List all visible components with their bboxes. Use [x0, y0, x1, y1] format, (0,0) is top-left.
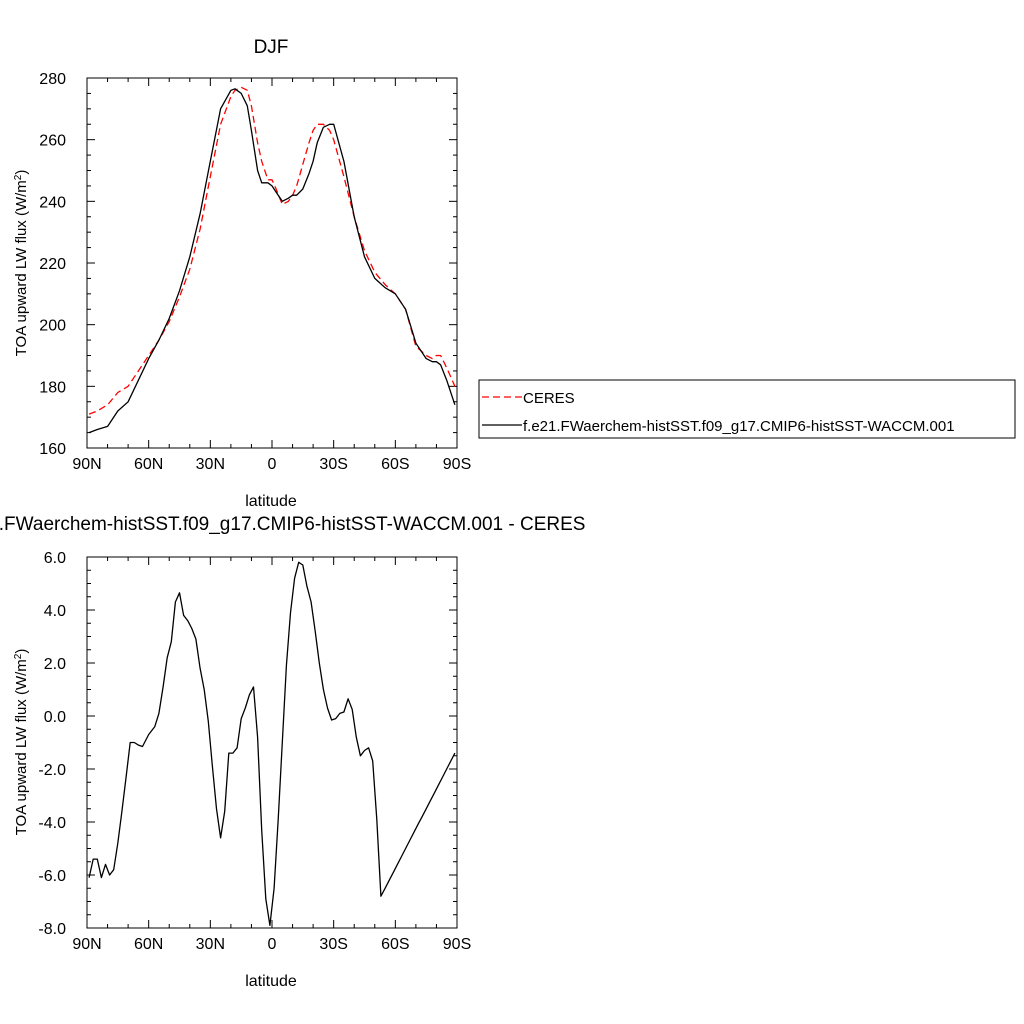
top-x-tick-label: 30N: [196, 456, 225, 473]
bottom-series-line-0: [88, 561, 456, 927]
top-series-layer: [88, 86, 456, 434]
bottom-y-tick-label: 0.0: [44, 709, 66, 726]
bottom-plot-frame: [86, 556, 458, 929]
bottom-axis-ticks: 90N 60N 30N 0 30S 60S 90S -8.0 -6.0 -4.0 -2.0 0.0 2.…: [38, 550, 471, 953]
bottom-y-tick-label: -4.0: [38, 815, 66, 832]
top-x-tick-label: 90N: [72, 456, 101, 473]
bottom-x-tick-label: 90N: [72, 936, 101, 953]
bottom-y-tick-label: 4.0: [44, 603, 66, 620]
bottom-x-tick-label: 60N: [134, 936, 163, 953]
bottom-x-axis-label: latitude: [245, 973, 297, 990]
top-y-tick-label: 200: [39, 318, 66, 335]
legend: CERES f.e21.FWaerchem-histSST.f09_g17.CM…: [478, 379, 1016, 439]
bottom-panel-difference: f.e21.FWaerchem-histSST.f09_g17.CMIP6-hi…: [0, 514, 585, 990]
top-y-tick-label: 260: [39, 133, 66, 150]
top-y-tick-label: 160: [39, 441, 66, 458]
legend-box: [478, 379, 1016, 439]
bottom-y-tick-label: 2.0: [44, 656, 66, 673]
top-series-line-1: [88, 88, 456, 434]
top-x-tick-label: 0: [268, 456, 277, 473]
bottom-x-tick-label: 90S: [443, 936, 471, 953]
bottom-y-tick-label: -2.0: [38, 762, 66, 779]
top-x-tick-label: 30S: [319, 456, 347, 473]
bottom-x-tick-label: 60S: [381, 936, 409, 953]
top-y-tick-label: 240: [39, 194, 66, 211]
bottom-y-axis-label: TOA upward LW flux (W/m2): [13, 649, 31, 836]
top-x-tick-label: 90S: [443, 456, 471, 473]
bottom-y-tick-label: 6.0: [44, 550, 66, 567]
legend-label-ceres: CERES: [523, 390, 575, 407]
bottom-series-layer: [88, 561, 456, 927]
top-y-tick-label: 280: [39, 71, 66, 88]
top-plot-frame: [86, 77, 458, 449]
top-x-tick-label: 60S: [381, 456, 409, 473]
top-chart-title: DJF: [254, 37, 289, 58]
bottom-x-tick-label: 30S: [319, 936, 347, 953]
legend-label-model: f.e21.FWaerchem-histSST.f09_g17.CMIP6-hi…: [523, 418, 955, 435]
top-y-tick-label: 180: [39, 379, 66, 396]
top-x-tick-label: 60N: [134, 456, 163, 473]
bottom-x-tick-label: 0: [268, 936, 277, 953]
top-y-tick-label: 220: [39, 256, 66, 273]
top-axis-ticks: 90N 60N 30N 0 30S 60S 90S 160 180 200 220 240 260 280: [39, 71, 471, 473]
bottom-chart-title: f.e21.FWaerchem-histSST.f09_g17.CMIP6-hi…: [0, 514, 585, 535]
top-panel-djf: DJF 90N 60N 30N 0 30S 60S 90S 160 180 200 220 240 26…: [13, 37, 1016, 510]
top-series-line-0: [88, 86, 456, 415]
top-x-axis-label: latitude: [245, 493, 297, 510]
bottom-y-tick-label: -6.0: [38, 868, 66, 885]
bottom-x-tick-label: 30N: [196, 936, 225, 953]
bottom-y-tick-label: -8.0: [38, 921, 66, 938]
top-y-axis-label: TOA upward LW flux (W/m2): [13, 170, 31, 357]
